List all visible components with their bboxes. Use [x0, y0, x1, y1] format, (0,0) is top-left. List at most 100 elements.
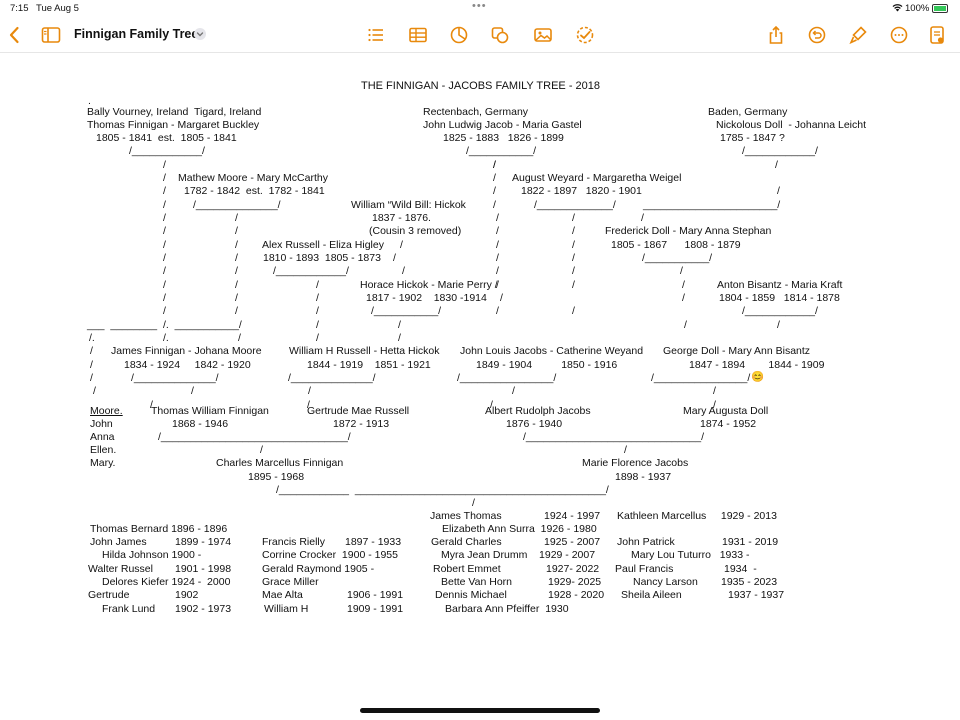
- tree-text: /: [163, 212, 166, 224]
- tree-text: 1924 - 1997: [544, 510, 601, 522]
- tree-text: /: [191, 385, 194, 397]
- tree-text: Frederick Doll - Mary Anna Stephan: [605, 225, 772, 237]
- tree-text: Mary Augusta Doll: [683, 405, 769, 417]
- share-icon[interactable]: [765, 24, 787, 46]
- tree-text: /___________/: [466, 145, 537, 157]
- battery-icon: [932, 4, 948, 13]
- tree-text: /: [398, 319, 401, 331]
- tree-text: John: [90, 418, 113, 430]
- tree-text: /: [775, 159, 778, 171]
- tree-text: /: [682, 279, 685, 291]
- tree-text: /_____________/: [534, 199, 616, 211]
- shapes-icon[interactable]: [489, 24, 511, 46]
- tree-text: 1825 - 1883 1826 - 1899: [443, 132, 564, 144]
- tree-text: /: [641, 212, 644, 224]
- tree-text: /: [777, 185, 780, 197]
- tree-text: /: [163, 279, 166, 291]
- document-canvas[interactable]: THE FINNIGAN - JACOBS FAMILY TREE - 2018…: [0, 53, 960, 703]
- tree-text: Anna: [90, 431, 115, 443]
- tree-text: 1909 - 1991: [347, 603, 404, 615]
- title-menu-chevron-icon[interactable]: [194, 28, 206, 40]
- tree-text: Robert Emmet: [433, 563, 501, 575]
- tree-text: William H Russell - Hetta Hickok: [289, 345, 440, 357]
- tree-text: 1925 - 2007: [544, 536, 601, 548]
- tree-text: /: [572, 252, 575, 264]
- tree-text: /___________/: [642, 252, 713, 264]
- tree-text: Nancy Larson: [633, 576, 698, 588]
- tree-text: 1931 - 2019: [722, 536, 779, 548]
- tree-text: /: [493, 172, 496, 184]
- back-chevron-icon[interactable]: [4, 24, 26, 46]
- undo-icon[interactable]: [806, 24, 828, 46]
- format-brush-icon[interactable]: [847, 24, 869, 46]
- tree-text: /______________/: [288, 372, 376, 384]
- document-title[interactable]: Finnigan Family Tree: [74, 27, 199, 41]
- tree-text: Gertrude Mae Russell: [307, 405, 410, 417]
- tree-text: 1902: [175, 589, 199, 601]
- tree-text: 1899 - 1974: [175, 536, 232, 548]
- tree-text: /: [163, 252, 166, 264]
- tree-text: /________________________________/: [158, 431, 351, 443]
- tree-text: /: [235, 225, 238, 237]
- tree-text: /: [235, 252, 238, 264]
- tree-text: 1868 - 1946: [172, 418, 229, 430]
- more-icon[interactable]: [888, 24, 910, 46]
- tree-text: Thomas Bernard 1896 - 1896: [90, 523, 228, 535]
- tree-text: /: [684, 319, 687, 331]
- chart-icon[interactable]: [448, 24, 470, 46]
- tree-text: John Ludwig Jacob - Maria Gastel: [423, 119, 582, 131]
- tree-text: /: [398, 332, 401, 344]
- tree-text: /: [572, 279, 575, 291]
- tree-text: Walter Russel: [88, 563, 153, 575]
- tree-text: Francis Rielly: [262, 536, 326, 548]
- list-icon[interactable]: [365, 24, 387, 46]
- home-indicator[interactable]: [360, 708, 600, 713]
- tree-text: /____________/: [742, 145, 818, 157]
- tree-text: Thomas Finnigan - Margaret Buckley: [87, 119, 260, 131]
- media-icon[interactable]: [532, 24, 554, 46]
- tree-text: Alex Russell - Eliza Higley: [262, 239, 384, 251]
- tree-text: 1844 - 1919 1851 - 1921: [307, 359, 431, 371]
- tree-text: /: [493, 159, 496, 171]
- tree-text: /: [496, 279, 499, 291]
- tree-text: Rectenbach, Germany: [423, 106, 529, 118]
- tree-text: August Weyard - Margaretha Weigel: [512, 172, 682, 184]
- tree-text: 1872 - 1913: [333, 418, 390, 430]
- tree-text: /: [235, 279, 238, 291]
- tree-text: /: [307, 399, 310, 411]
- tree-text: /: [496, 239, 499, 251]
- tree-text: /: [93, 385, 96, 397]
- tree-text: /: [496, 225, 499, 237]
- table-icon[interactable]: [407, 24, 429, 46]
- sidebar-icon[interactable]: [40, 24, 62, 46]
- tree-text: /: [163, 172, 166, 184]
- tree-text: John Louis Jacobs - Catherine Weyand: [460, 345, 644, 357]
- tree-text: Paul Francis: [615, 563, 674, 575]
- tree-text: 1901 - 1998: [175, 563, 232, 575]
- tree-text: Hilda Johnson 1900 -: [102, 549, 202, 561]
- tree-text: James Thomas: [430, 510, 502, 522]
- tree-text: 1817 - 1902 1830 -1914: [366, 292, 487, 304]
- tree-text: /: [316, 292, 319, 304]
- tree-text: /: [90, 372, 93, 384]
- document-view-icon[interactable]: [926, 24, 948, 46]
- document-title-heading: THE FINNIGAN - JACOBS FAMILY TREE - 2018: [361, 80, 601, 92]
- tree-text: /: [163, 265, 166, 277]
- tree-text: /: [393, 252, 396, 264]
- tree-text: 1782 - 1842 est. 1782 - 1841: [184, 185, 325, 197]
- tree-text: /: [235, 239, 238, 251]
- tree-text: Corrine Crocker 1900 - 1955: [262, 549, 398, 561]
- tree-text: ___ ________: [87, 319, 158, 331]
- collaborate-icon[interactable]: [574, 24, 596, 46]
- tree-text: /: [493, 199, 496, 211]
- tree-text: Frank Lund: [102, 603, 156, 615]
- tree-text: /. ___________/: [163, 319, 242, 331]
- toolbar: Finnigan Family Tree: [0, 18, 960, 53]
- tree-text: /: [316, 279, 319, 291]
- tree-text: /: [572, 305, 575, 317]
- tree-text: /: [163, 305, 166, 317]
- tree-text: 1804 - 1859 1814 - 1878: [719, 292, 840, 304]
- multitasking-dots-icon[interactable]: •••: [472, 0, 487, 12]
- tree-text: 1874 - 1952: [700, 418, 757, 430]
- tree-text: 1934 -: [724, 563, 757, 575]
